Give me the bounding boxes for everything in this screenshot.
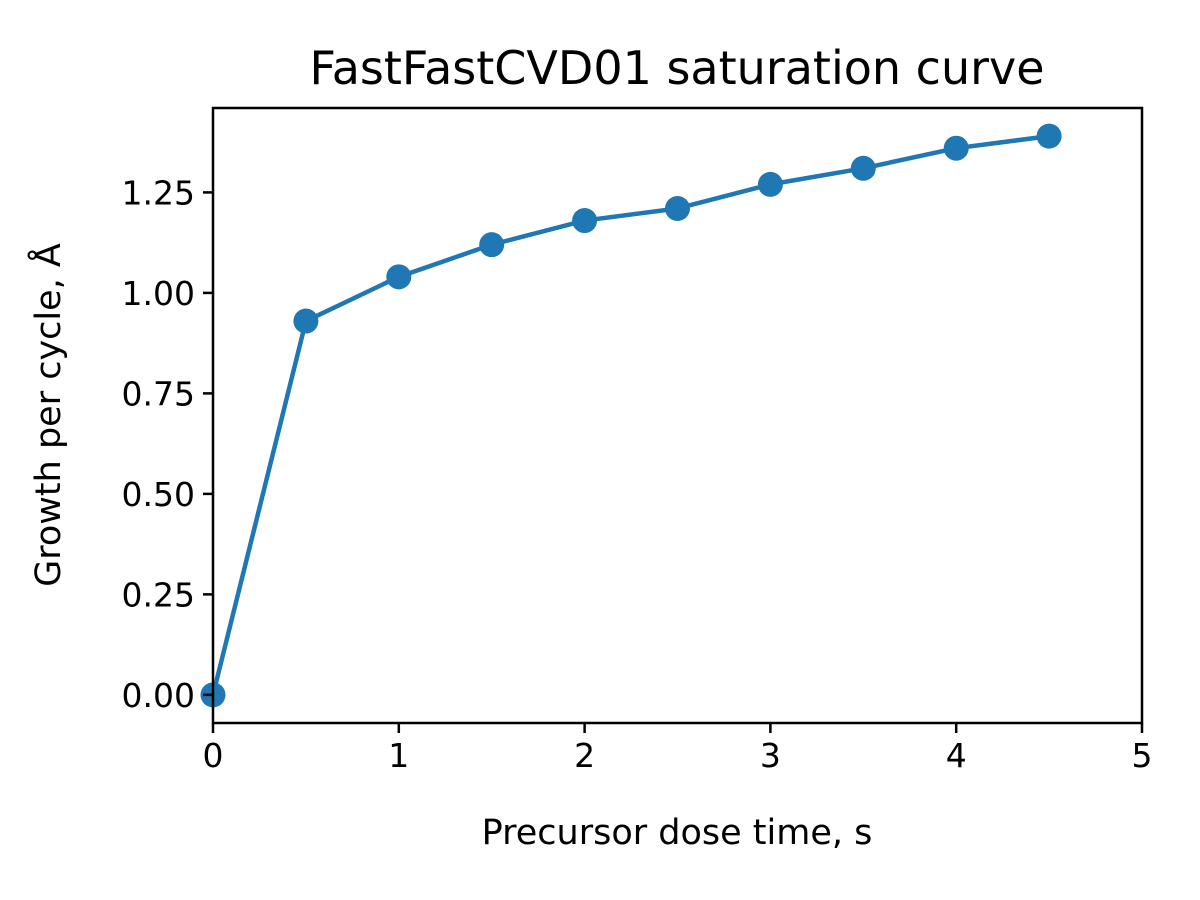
data-point <box>386 264 412 290</box>
y-tick-label: 1.00 <box>122 274 195 313</box>
data-point <box>479 232 505 258</box>
data-point <box>850 155 876 181</box>
plot-frame <box>211 106 1144 725</box>
data-point <box>1036 123 1062 149</box>
y-axis-label: Growth per cycle, Å <box>26 243 69 587</box>
data-point <box>943 135 969 161</box>
data-point <box>293 308 319 334</box>
y-tick-label: 0.75 <box>122 374 195 413</box>
y-tick-label: 0.00 <box>122 676 195 715</box>
x-tick-label: 3 <box>760 736 781 775</box>
y-axis: 0.00 0.25 0.50 0.75 1.00 1.25 <box>122 173 213 715</box>
x-axis: 0 1 2 3 4 5 <box>203 723 1153 775</box>
data-point <box>572 208 598 234</box>
data-point <box>665 195 690 221</box>
y-tick-label: 0.50 <box>122 475 195 514</box>
y-tick-label: 0.25 <box>122 575 195 614</box>
series-line <box>210 133 1050 696</box>
chart-title: FastFastCVD01 saturation curve <box>309 41 1044 95</box>
x-tick-label: 0 <box>203 736 224 775</box>
plot-area <box>200 123 1062 708</box>
x-tick-label: 1 <box>388 736 409 775</box>
x-axis-label: Precursor dose time, s <box>482 813 873 853</box>
x-tick-label: 4 <box>946 736 967 775</box>
data-point <box>757 171 783 197</box>
y-tick-label: 1.25 <box>122 173 195 212</box>
x-tick-label: 2 <box>574 736 595 775</box>
x-tick-label: 5 <box>1132 736 1153 775</box>
